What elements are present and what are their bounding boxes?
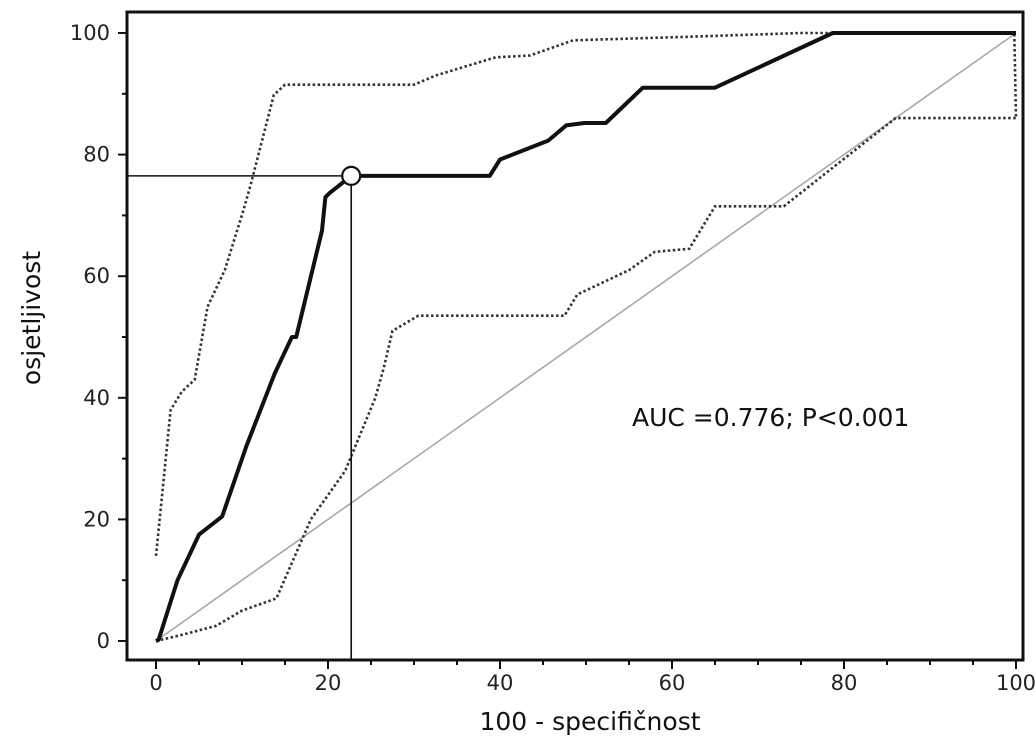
y-tick-label: 20 — [83, 507, 110, 531]
y-axis: 0 20 40 60 80 100 — [70, 21, 127, 653]
plot-area — [125, 10, 1025, 662]
x-axis-title: 100 - specifičnost — [479, 707, 700, 736]
x-tick-label: 80 — [831, 671, 858, 695]
y-tick-label: 40 — [83, 386, 110, 410]
x-axis: 0 20 40 60 80 100 — [149, 660, 1035, 695]
y-axis-title: osjetljivost — [17, 251, 46, 385]
roc-curve-line — [155, 31, 1016, 643]
lower-confidence-bound-line — [155, 116, 1016, 643]
y-tick-label: 0 — [97, 629, 110, 653]
upper-confidence-bound-line — [154, 31, 1018, 557]
y-tick-label: 60 — [83, 264, 110, 288]
cutoff-point-marker — [341, 165, 362, 186]
cutoff-layer — [127, 165, 362, 660]
x-tick-label: 100 — [996, 671, 1035, 695]
x-tick-label: 40 — [487, 671, 514, 695]
plot-frame — [125, 10, 1025, 662]
reference-diagonal-line — [155, 32, 1017, 642]
x-tick-label: 60 — [659, 671, 686, 695]
series-layer — [154, 31, 1018, 643]
y-tick-label: 100 — [70, 21, 110, 45]
y-tick-label: 80 — [83, 143, 110, 167]
x-tick-label: 0 — [149, 671, 162, 695]
auc-annotation: AUC =0.776; P<0.001 — [632, 403, 909, 432]
x-tick-label: 20 — [315, 671, 342, 695]
